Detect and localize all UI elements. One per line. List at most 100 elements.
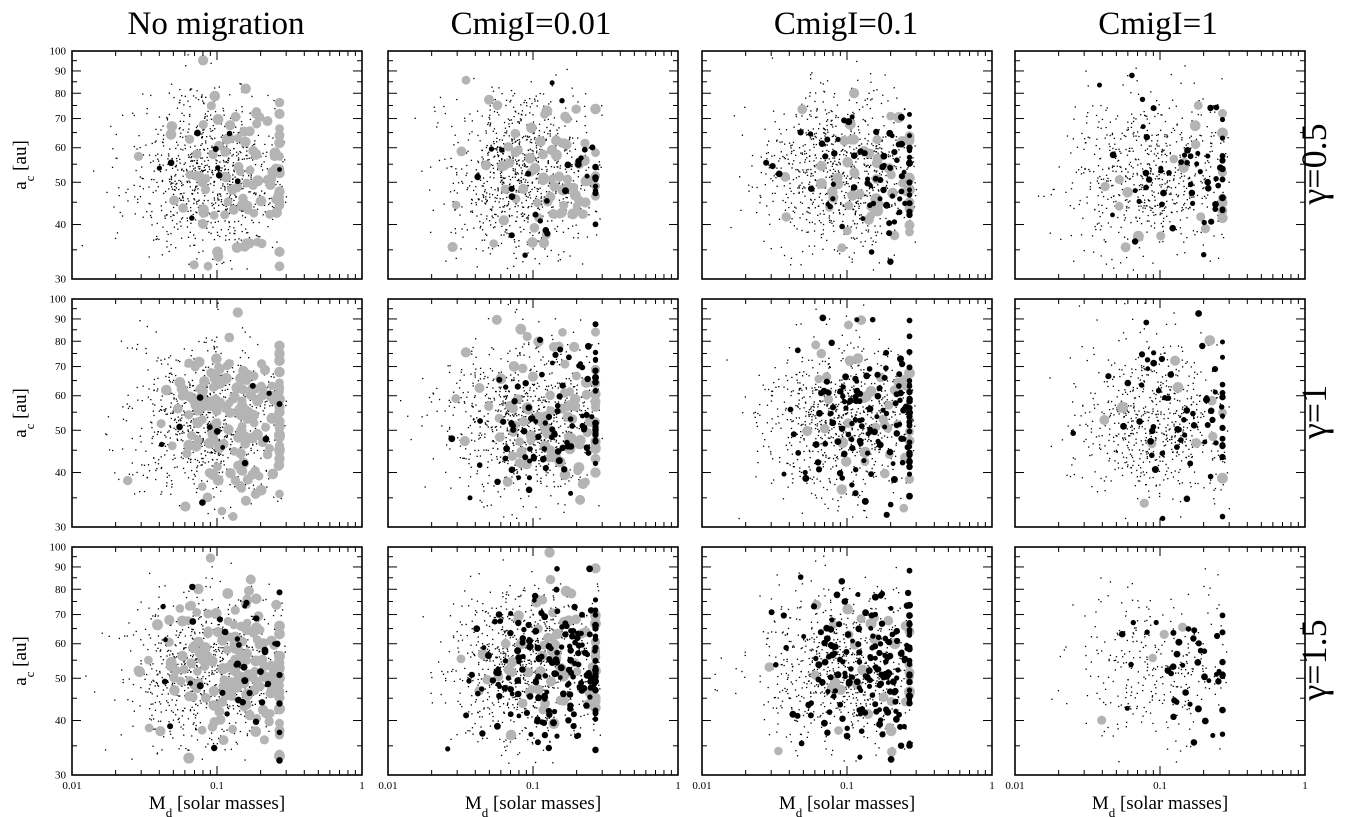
- small-dot: [1060, 238, 1062, 240]
- small-dot: [151, 224, 153, 226]
- small-dot: [225, 161, 227, 163]
- small-dot: [572, 137, 574, 139]
- small-dot: [493, 140, 495, 143]
- small-dot: [1211, 150, 1213, 152]
- small-dot: [171, 483, 173, 485]
- small-dot: [201, 136, 203, 138]
- small-dot: [1073, 207, 1075, 210]
- small-dot: [181, 169, 183, 171]
- small-dot: [223, 165, 226, 167]
- small-dot: [804, 144, 806, 146]
- small-dot: [187, 430, 189, 432]
- small-dot: [541, 204, 543, 206]
- column-title: No migration: [128, 6, 305, 42]
- small-dot: [1170, 187, 1172, 189]
- small-dot: [1135, 67, 1137, 69]
- small-dot: [210, 62, 212, 64]
- small-dot: [1127, 238, 1129, 240]
- grey-point: [254, 112, 265, 122]
- small-dot: [826, 113, 828, 115]
- small-dot: [121, 448, 124, 450]
- small-dot: [203, 160, 206, 162]
- small-dot: [204, 195, 206, 197]
- small-dot: [793, 193, 795, 195]
- small-dot: [171, 486, 173, 488]
- small-dot: [1085, 142, 1087, 144]
- grey-point: [1217, 127, 1228, 139]
- small-dot: [180, 439, 182, 441]
- small-dot: [168, 357, 170, 359]
- small-dot: [231, 367, 234, 369]
- small-dot: [1190, 147, 1192, 149]
- small-dot: [197, 200, 199, 202]
- small-dot: [559, 259, 561, 261]
- small-dot: [1151, 190, 1153, 192]
- small-dot: [220, 352, 222, 355]
- black-point: [1131, 238, 1139, 245]
- small-dot: [595, 211, 598, 213]
- small-dot: [503, 121, 506, 124]
- small-dot: [1136, 172, 1138, 175]
- small-dot: [832, 225, 834, 227]
- small-dot: [172, 458, 174, 461]
- small-dot: [214, 128, 216, 130]
- small-dot: [836, 250, 839, 252]
- small-dot: [163, 134, 165, 136]
- grey-point: [212, 462, 222, 472]
- grey-point: [203, 261, 213, 271]
- small-dot: [797, 187, 799, 189]
- black-point: [544, 198, 550, 204]
- small-dot: [580, 188, 582, 190]
- small-dot: [245, 228, 247, 230]
- small-dot: [1179, 154, 1181, 156]
- small-dot: [247, 231, 249, 234]
- black-point: [1181, 152, 1188, 158]
- small-dot: [156, 238, 158, 240]
- black-point: [841, 117, 848, 124]
- small-dot: [1096, 138, 1098, 140]
- grey-point: [193, 435, 203, 445]
- small-dot: [518, 142, 520, 144]
- small-dot: [518, 112, 520, 115]
- small-dot: [229, 483, 231, 486]
- small-dot: [169, 381, 171, 383]
- small-dot: [1124, 217, 1127, 219]
- small-dot: [856, 152, 858, 154]
- small-dot: [279, 183, 281, 186]
- small-dot: [451, 125, 453, 128]
- small-dot: [179, 127, 181, 129]
- grey-point: [239, 241, 250, 252]
- small-dot: [800, 128, 802, 130]
- small-dot: [196, 161, 198, 163]
- small-dot: [207, 184, 209, 186]
- small-dot: [867, 225, 869, 227]
- small-dot: [238, 132, 240, 134]
- small-dot: [256, 208, 259, 210]
- small-dot: [497, 146, 499, 148]
- small-dot: [203, 411, 205, 413]
- small-dot: [179, 199, 182, 201]
- small-dot: [478, 172, 480, 174]
- grey-point: [189, 260, 199, 270]
- small-dot: [166, 214, 168, 216]
- small-dot: [895, 212, 898, 214]
- grey-point: [208, 149, 218, 160]
- small-dot: [250, 157, 252, 159]
- small-dot: [804, 150, 806, 152]
- small-dot: [495, 213, 497, 216]
- small-dot: [1144, 115, 1147, 117]
- grey-point: [261, 422, 271, 432]
- small-dot: [226, 371, 229, 373]
- small-dot: [1153, 191, 1155, 193]
- small-dot: [821, 150, 824, 152]
- small-dot: [205, 341, 207, 344]
- small-dot: [486, 218, 488, 220]
- small-dot: [828, 215, 831, 217]
- small-dot: [161, 179, 164, 182]
- small-dot: [851, 258, 853, 260]
- small-dot: [860, 202, 862, 205]
- small-dot: [577, 237, 579, 239]
- small-dot: [550, 249, 552, 252]
- grey-point: [905, 227, 914, 237]
- small-dot: [173, 454, 175, 456]
